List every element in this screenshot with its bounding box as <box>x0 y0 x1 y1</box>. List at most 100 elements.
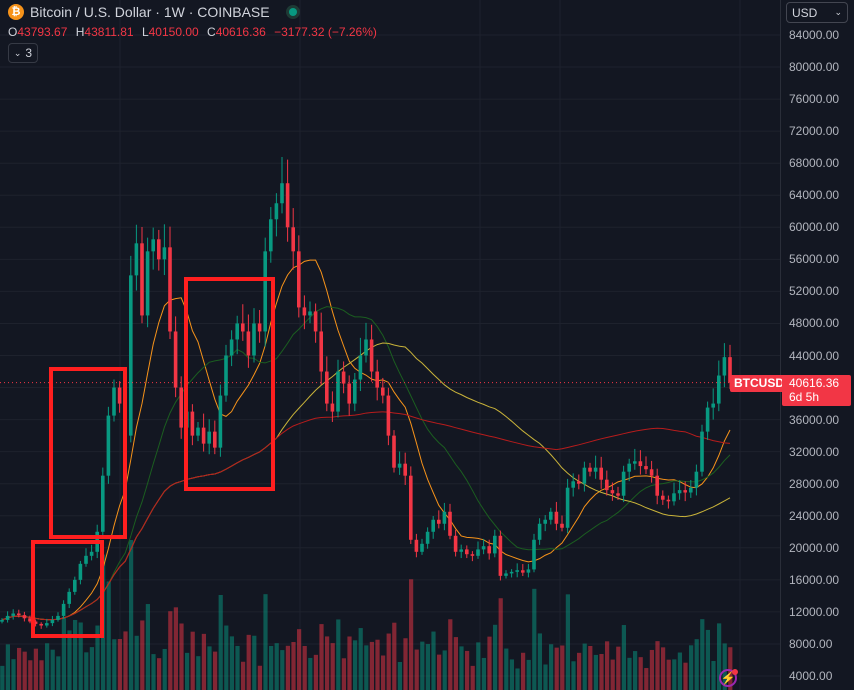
candle-body <box>420 543 424 552</box>
candle-body <box>369 339 374 372</box>
candle-body <box>308 311 312 316</box>
price-tick: 28000.00 <box>789 476 840 491</box>
volume-bar <box>67 630 72 690</box>
candle-body <box>605 479 609 491</box>
volume-bar <box>397 662 402 690</box>
candle-body <box>515 570 519 572</box>
candle-body <box>213 431 217 448</box>
volume-bar <box>364 645 369 690</box>
volume-bar <box>392 622 397 690</box>
volume-bar <box>341 658 346 690</box>
volume-bar <box>140 620 145 690</box>
volume-bar <box>526 659 531 690</box>
candle-body <box>280 183 284 204</box>
volume-bar <box>577 652 582 690</box>
volume-bar <box>487 636 492 690</box>
volume-bar <box>353 640 358 690</box>
currency-select[interactable]: USD ⌄ <box>786 2 848 23</box>
candle-body <box>235 323 239 340</box>
volume-bar <box>532 588 537 690</box>
candle-body <box>157 239 161 260</box>
volume-bar <box>190 631 195 690</box>
volume-bar <box>11 659 16 690</box>
volume-bar <box>78 622 83 690</box>
candle-body <box>11 613 15 616</box>
candle-body <box>330 403 335 412</box>
volume-bar <box>515 668 520 690</box>
candle-body <box>537 523 542 540</box>
volume-bar <box>173 607 178 690</box>
candle-body <box>302 307 307 316</box>
lightning-icon[interactable]: ⚡ <box>719 669 738 687</box>
price-chart[interactable] <box>0 0 780 690</box>
indicators-toggle-button[interactable]: ⌄ 3 <box>8 43 38 63</box>
price-tick: 76000.00 <box>789 92 840 107</box>
volume-bar <box>168 611 173 690</box>
volume-bar <box>95 625 100 690</box>
candle-body <box>257 323 262 332</box>
candle-body <box>381 387 385 396</box>
candle-body <box>190 411 195 436</box>
volume-bar <box>554 647 559 690</box>
volume-bar <box>638 657 643 690</box>
price-axis[interactable] <box>780 0 854 690</box>
candle-body <box>610 490 615 494</box>
candle-body <box>689 487 693 493</box>
volume-bar <box>285 645 290 690</box>
volume-bar <box>145 604 150 690</box>
volume-bar <box>588 646 593 690</box>
candle-body <box>50 619 55 624</box>
volume-bar <box>621 625 626 690</box>
candle-body <box>45 623 49 626</box>
candle-body <box>291 227 295 252</box>
volume-bar <box>465 650 470 690</box>
candle-body <box>633 461 637 464</box>
candle-body <box>722 357 727 376</box>
volume-bar <box>347 636 352 690</box>
moving-average-line <box>1 411 731 621</box>
volume-bar <box>246 634 251 690</box>
price-tick: 64000.00 <box>789 188 840 203</box>
price-tick: 60000.00 <box>789 220 840 235</box>
price-tick: 68000.00 <box>789 156 840 171</box>
high-value: 43811.81 <box>84 25 134 39</box>
volume-bar <box>252 635 257 690</box>
volume-bar <box>481 657 486 690</box>
candle-body <box>448 511 452 536</box>
volume-bar <box>325 636 330 690</box>
candle-body <box>409 475 413 540</box>
candle-body <box>509 571 514 574</box>
candle-body <box>106 415 111 476</box>
volume-bar <box>582 643 587 690</box>
price-tick: 20000.00 <box>789 540 840 555</box>
candle-body <box>425 531 430 544</box>
candle-body <box>0 619 4 622</box>
volume-bar <box>213 651 218 690</box>
open-value: 43793.67 <box>17 25 68 39</box>
price-tick: 84000.00 <box>789 28 840 42</box>
candle-body <box>638 461 643 467</box>
volume-bar <box>683 662 688 690</box>
candle-body <box>437 519 441 524</box>
ohlc-legend: O43793.67 H43811.81 L40150.00 C40616.36 … <box>8 25 377 39</box>
candle-body <box>319 331 323 372</box>
candle-body <box>694 471 699 488</box>
market-open-status-icon[interactable] <box>285 5 300 19</box>
volume-bar <box>375 639 380 690</box>
moving-average-line <box>1 306 731 621</box>
candle-body <box>375 371 379 388</box>
volume-bar <box>17 647 22 690</box>
candle-body <box>599 467 603 480</box>
candle-body <box>666 499 671 502</box>
candle-body <box>627 463 631 472</box>
candle-body <box>162 247 167 260</box>
price-tick: 80000.00 <box>789 60 840 75</box>
symbol-header[interactable]: ₿ Bitcoin / U.S. Dollar · 1W · COINBASE <box>8 4 300 20</box>
candle-body <box>649 469 654 476</box>
price-tick: 56000.00 <box>789 252 840 267</box>
volume-bar <box>711 661 716 690</box>
last-price-label: 40616.36 6d 5h <box>782 375 851 406</box>
volume-bar <box>565 594 570 690</box>
volume-bar <box>549 644 554 690</box>
symbol-title: Bitcoin / U.S. Dollar · 1W · COINBASE <box>30 4 270 20</box>
